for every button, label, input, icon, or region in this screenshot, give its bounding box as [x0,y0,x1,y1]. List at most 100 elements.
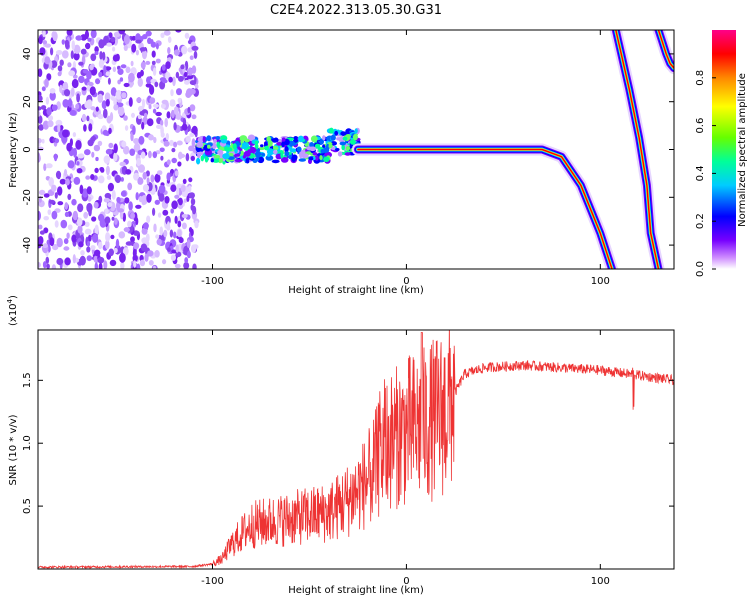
noise-blob [194,84,199,89]
noise-blob [132,254,138,262]
noise-blob [38,36,43,45]
noise-blob [122,247,129,256]
noise-blob [110,234,115,240]
band-blob [260,144,264,148]
noise-blob [152,151,158,159]
noise-blob [113,143,118,154]
noise-blob [87,99,93,108]
noise-region [38,30,200,269]
noise-blob [129,148,136,156]
noise-blob [173,106,179,115]
noise-blob [113,104,119,111]
noise-blob [146,118,154,127]
noise-blob [86,71,92,80]
noise-blob [183,262,190,269]
spectrogram-xlabel: Height of straight line (km) [288,285,424,296]
noise-blob [188,145,195,152]
noise-blob [112,54,119,62]
noise-blob [86,115,90,122]
noise-blob [98,59,104,68]
noise-blob [109,259,117,267]
noise-blob [140,243,148,252]
band-blob [322,135,326,141]
noise-blob [59,59,64,66]
noise-blob [72,210,79,221]
noise-blob [38,115,43,124]
band-blob [291,155,297,163]
noise-blob [103,260,108,269]
noise-blob [130,131,134,142]
noise-blob [48,115,54,121]
noise-blob [147,250,154,257]
noise-blob [114,217,118,225]
noise-blob [163,140,170,147]
noise-blob [137,77,143,87]
noise-blob [45,163,53,169]
band-blob [272,146,279,150]
noise-blob [174,194,180,199]
band-blob [234,158,243,163]
noise-blob [183,71,188,78]
band-blob [280,157,289,163]
band-blob [254,157,260,162]
noise-blob [83,211,89,219]
noise-blob [160,32,165,38]
noise-blob [89,64,94,71]
colorbar-ticks: 0.0 0.2 0.4 0.6 0.8 [695,70,716,277]
noise-blob [98,39,105,49]
noise-blob [172,76,176,87]
noise-blob [76,168,83,174]
x-tick-label: -100 [201,276,224,287]
noise-blob [133,260,137,268]
band-blob [354,128,358,134]
noise-blob [178,237,184,244]
band-blob [217,149,224,156]
noise-blob [145,83,152,88]
noise-blob [50,60,58,68]
noise-blob [136,157,142,167]
noise-blob [133,230,140,236]
band-blob [328,144,333,149]
snr-ticks: -100 0 100 0.5 1.0 1.5 [22,330,674,587]
noise-blob [38,262,41,268]
noise-blob [70,87,75,97]
noise-blob [153,136,157,144]
noise-blob [145,30,152,37]
noise-blob [132,125,136,135]
band-blob [232,143,237,150]
band-blob [344,152,351,156]
band-blob [308,156,314,161]
band-blob [297,135,304,143]
noise-blob [144,253,149,262]
band-blob [244,138,250,143]
noise-blob [168,76,173,83]
noise-blob [139,111,145,116]
noise-blob [98,71,103,78]
noise-blob [171,200,178,210]
noise-blob [105,239,110,250]
noise-blob [68,70,76,77]
noise-blob [127,72,135,83]
noise-blob [165,61,171,69]
noise-blob [46,263,50,269]
noise-blob [170,184,177,192]
band-blob [213,138,217,144]
noise-blob [186,250,191,259]
noise-blob [100,167,105,173]
noise-blob [38,106,42,111]
noise-blob [111,216,115,221]
noise-blob [123,44,128,52]
noise-blob [149,84,155,95]
noise-blob [167,247,171,252]
band-blob [319,155,323,161]
noise-blob [192,263,197,269]
noise-blob [169,100,176,107]
noise-blob [107,77,111,85]
noise-blob [136,263,141,269]
noise-blob [118,30,126,35]
noise-blob [121,140,127,148]
noise-blob [73,44,81,54]
noise-blob [184,257,189,264]
noise-blob [97,175,105,184]
noise-blob [193,50,198,59]
